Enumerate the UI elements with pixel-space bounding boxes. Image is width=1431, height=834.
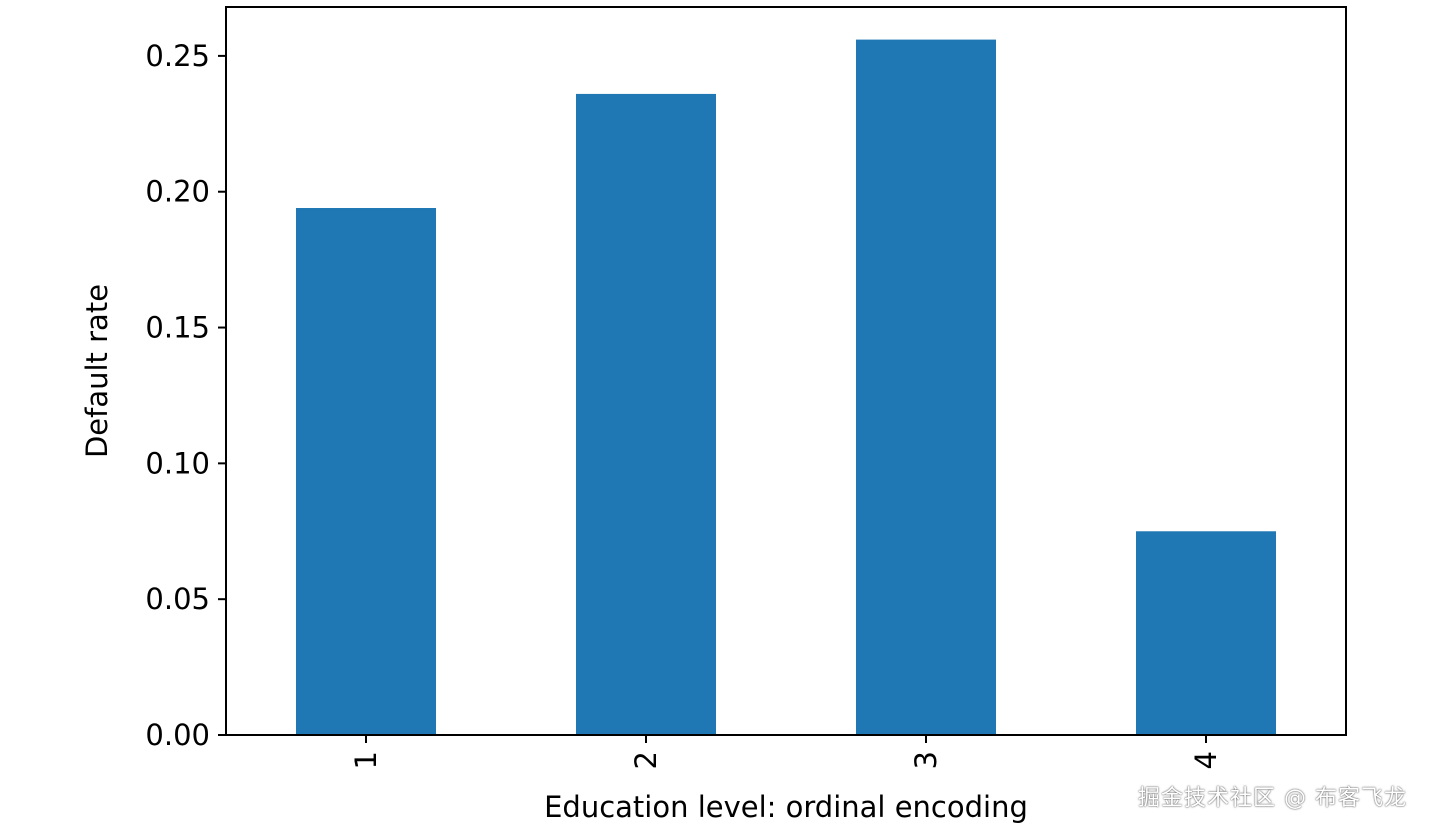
y-tick-label: 0.20 <box>145 175 210 209</box>
y-tick-label: 0.15 <box>145 311 210 345</box>
x-tick-label: 1 <box>349 751 383 769</box>
y-tick-label: 0.00 <box>145 718 210 752</box>
x-tick-label: 4 <box>1189 751 1223 769</box>
x-tick-label: 2 <box>629 751 663 769</box>
x-axis-label: Education level: ordinal encoding <box>544 790 1028 824</box>
y-tick-label: 0.25 <box>145 39 210 73</box>
bars-group <box>296 39 1276 736</box>
plot-frame <box>225 6 1347 736</box>
bar-2 <box>576 93 716 736</box>
bar-1 <box>296 208 436 736</box>
watermark-text: 掘金技术社区 @ 布客飞龙 <box>1138 786 1407 811</box>
y-axis-ticks: 0.00 0.05 0.10 0.15 0.20 0.25 <box>145 39 226 752</box>
y-tick-label: 0.10 <box>145 446 210 480</box>
x-axis-ticks: 1 2 3 4 <box>349 735 1223 769</box>
bar-3 <box>856 39 996 735</box>
y-tick-label: 0.05 <box>145 582 210 616</box>
bar-4 <box>1136 531 1276 735</box>
x-tick-label: 3 <box>909 751 943 769</box>
y-axis-label: Default rate <box>80 284 114 458</box>
